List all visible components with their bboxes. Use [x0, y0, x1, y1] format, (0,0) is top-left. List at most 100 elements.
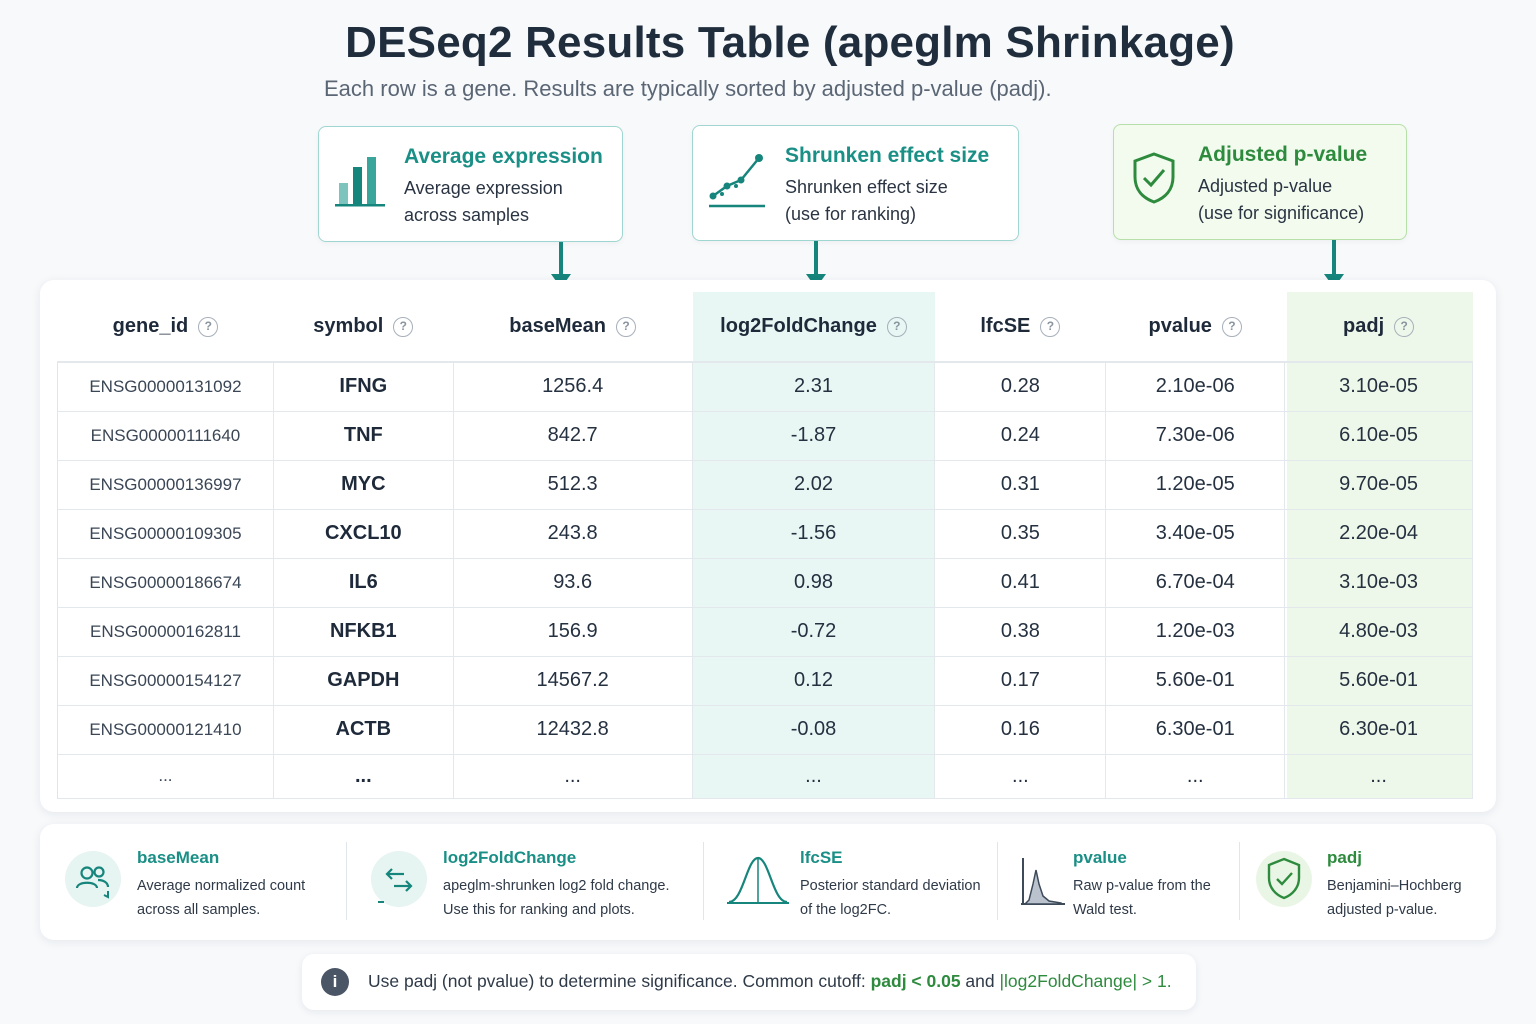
cell-log2foldchange: 2.31	[691, 361, 936, 412]
cell-gene_id: ENSG00000136997	[57, 459, 274, 510]
help-icon[interactable]: ?	[886, 317, 907, 337]
cell-pvalue: 1.20e-03	[1105, 606, 1286, 657]
cell-log2foldchange: 0.98	[691, 557, 936, 608]
cell-symbol: IL6	[272, 557, 454, 608]
cell-basemean: ...	[452, 753, 693, 799]
trend-line-icon	[707, 150, 767, 215]
cell-pvalue: 1.20e-05	[1105, 459, 1286, 510]
legend-desc-line: Average normalized count	[137, 878, 306, 894]
help-icon[interactable]: ?	[616, 317, 637, 337]
cell-padj: ...	[1284, 753, 1473, 799]
callout-desc-line: (use for significance)	[1198, 203, 1365, 223]
cell-log2foldchange: -1.87	[691, 410, 936, 461]
legend-desc-line: adjusted p-value.	[1327, 902, 1438, 918]
legend-divider	[346, 842, 347, 920]
cell-basemean: 512.3	[452, 459, 693, 510]
histogram-icon	[1017, 850, 1075, 908]
callout-shrunken-effect-size: Shrunken effect size Shrunken effect siz…	[692, 125, 1019, 241]
cell-symbol: ...	[272, 753, 454, 799]
cell-basemean: 14567.2	[452, 655, 693, 706]
help-icon[interactable]: ?	[198, 317, 219, 337]
legend-desc-line: Raw p-value from the	[1073, 878, 1211, 894]
cell-pvalue: 7.30e-06	[1105, 410, 1286, 461]
legend-desc-line: Wald test.	[1073, 902, 1137, 918]
bar-chart-icon	[335, 153, 387, 214]
cell-padj: 4.80e-03	[1284, 606, 1473, 657]
page-title: DESeq2 Results Table (apeglm Shrinkage)	[345, 18, 1235, 67]
cell-padj: 5.60e-01	[1284, 655, 1473, 706]
cell-pvalue: 5.60e-01	[1105, 655, 1286, 706]
results-table-card: gene_id? symbol? baseMean? log2FoldChang…	[40, 280, 1496, 812]
help-icon[interactable]: ?	[1394, 317, 1415, 337]
callout-average-expression: Average expression Average expression ac…	[318, 126, 623, 242]
column-header[interactable]: pvalue?	[1105, 292, 1285, 363]
column-header[interactable]: lfcSE?	[934, 292, 1106, 363]
column-legend: baseMean Average normalized count across…	[40, 824, 1496, 940]
cell-lfcse: 0.16	[934, 704, 1107, 755]
legend-item-basemean: baseMean Average normalized count across…	[40, 824, 346, 940]
callout-desc-line: (use for ranking)	[785, 204, 917, 224]
legend-item-pvalue: pvalue Raw p-value from the Wald test.	[997, 824, 1239, 940]
page-subtitle: Each row is a gene. Results are typicall…	[324, 76, 1052, 101]
legend-name: baseMean	[137, 848, 220, 867]
results-table: gene_id? symbol? baseMean? log2FoldChang…	[57, 292, 1473, 799]
table-row: ENSG00000111640 TNF 842.7 -1.87 0.24 7.30e-06…	[57, 410, 1473, 461]
cell-gene_id: ENSG00000121410	[57, 704, 274, 755]
cell-gene_id: ENSG00000131092	[57, 361, 274, 412]
callout-desc-line: Average expression	[404, 178, 563, 198]
note-text: Use padj (not pvalue) to determine signi…	[368, 971, 1172, 991]
cell-padj: 3.10e-05	[1284, 361, 1473, 412]
cell-lfcse: 0.41	[934, 557, 1107, 608]
legend-divider	[703, 842, 704, 920]
table-row: ENSG00000121410 ACTB 12432.8 -0.08 0.16 6.30e…	[57, 704, 1473, 755]
legend-desc-line: Posterior standard deviation	[800, 878, 981, 894]
callout-adjusted-p-value: Adjusted p-value Adjusted p-value (use f…	[1113, 124, 1407, 240]
help-icon[interactable]: ?	[1221, 317, 1242, 337]
legend-desc-line: across all samples.	[137, 902, 261, 918]
significance-note: i Use padj (not pvalue) to determine sig…	[302, 954, 1196, 1010]
cell-pvalue: 6.30e-01	[1105, 704, 1286, 755]
column-header[interactable]: log2FoldChange?	[692, 292, 935, 363]
help-icon[interactable]: ?	[1040, 317, 1061, 337]
cell-lfcse: ...	[934, 753, 1107, 799]
arrows-icon	[370, 850, 428, 908]
cell-lfcse: 0.17	[934, 655, 1107, 706]
legend-divider	[1239, 842, 1240, 920]
legend-item-lfcse: lfcSE Posterior standard deviation of th…	[703, 824, 997, 940]
cell-symbol: NFKB1	[272, 606, 454, 657]
cell-basemean: 842.7	[452, 410, 693, 461]
table-row: ENSG00000109305 CXCL10 243.8 -1.56 0.35 3.40e…	[57, 508, 1473, 559]
table-row: ENSG00000154127 GAPDH 14567.2 0.12 0.17 5.60e…	[57, 655, 1473, 706]
legend-name: pvalue	[1073, 848, 1127, 867]
callout-desc-line: Adjusted p-value	[1198, 176, 1333, 196]
cell-gene_id: ENSG00000111640	[57, 410, 274, 461]
column-header[interactable]: symbol?	[273, 292, 454, 363]
cell-lfcse: 0.35	[934, 508, 1107, 559]
cell-log2foldchange: -0.08	[691, 704, 936, 755]
legend-item-log2foldchange: log2FoldChange apeglm-shrunken log2 fold…	[346, 824, 702, 940]
help-icon[interactable]: ?	[393, 317, 414, 337]
legend-item-padj: padj Benjamini–Hochberg adjusted p-value…	[1239, 824, 1496, 940]
cell-gene_id: ENSG00000109305	[57, 508, 274, 559]
cell-log2foldchange: -1.56	[691, 508, 936, 559]
cell-pvalue: 2.10e-06	[1105, 361, 1286, 412]
cell-padj: 3.10e-03	[1284, 557, 1473, 608]
cell-padj: 6.30e-01	[1284, 704, 1473, 755]
cell-basemean: 93.6	[452, 557, 693, 608]
cell-symbol: GAPDH	[272, 655, 454, 706]
cell-gene_id: ENSG00000154127	[57, 655, 274, 706]
legend-desc-line: Benjamini–Hochberg	[1327, 878, 1462, 894]
callout-title: Shrunken effect size	[785, 144, 990, 167]
table-row: ENSG00000162811 NFKB1 156.9 -0.72 0.38 1.20e-…	[57, 606, 1473, 657]
column-header[interactable]: gene_id?	[57, 292, 274, 363]
legend-desc-line: of the log2FC.	[800, 902, 892, 918]
cell-symbol: IFNG	[272, 361, 454, 412]
callout-title: Adjusted p-value	[1198, 143, 1368, 166]
column-header[interactable]: padj?	[1284, 292, 1473, 363]
legend-desc-line: apeglm-shrunken log2 fold change.	[443, 878, 670, 894]
cell-log2foldchange: 2.02	[691, 459, 936, 510]
legend-desc-line: Use this for ranking and plots.	[443, 902, 635, 918]
cell-basemean: 243.8	[452, 508, 693, 559]
column-header[interactable]: baseMean?	[453, 292, 693, 363]
legend-name: lfcSE	[800, 848, 843, 867]
